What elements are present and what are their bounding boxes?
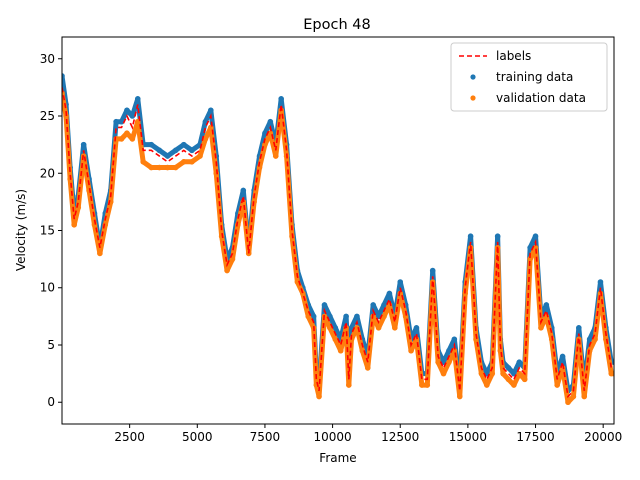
y-tick-label: 10 — [40, 281, 55, 295]
data-point-trace — [603, 336, 614, 377]
series-labels — [62, 87, 614, 399]
series-layer — [62, 73, 614, 406]
y-tick-label: 15 — [40, 224, 55, 238]
legend-box — [450, 42, 608, 112]
data-point-trace — [81, 153, 92, 193]
x-axis-label: Frame — [319, 451, 356, 465]
x-tick-label: 20000 — [584, 430, 622, 444]
data-point — [611, 370, 614, 377]
legend-training-text: training data — [496, 70, 573, 84]
legend-labels-text: labels — [496, 49, 531, 63]
data-point-trace — [560, 365, 571, 405]
legend-training-swatch — [470, 74, 476, 80]
data-point-trace — [251, 165, 263, 205]
data-point-trace — [197, 119, 208, 148]
legend-validation-swatch — [470, 95, 476, 101]
series-line — [62, 87, 614, 399]
data-point-trace — [208, 124, 219, 176]
data-point-trace — [97, 222, 108, 256]
data-point-trace — [473, 336, 484, 377]
data-point-trace — [543, 313, 555, 342]
legend-validation-text: validation data — [496, 91, 586, 105]
data-point-trace — [135, 119, 146, 165]
x-tick-label: 15000 — [449, 430, 487, 444]
data-point-trace — [468, 245, 479, 342]
data-point-trace — [257, 142, 268, 171]
data-point-trace — [102, 199, 114, 228]
data-point-trace — [354, 325, 365, 354]
y-tick-label: 30 — [40, 52, 55, 66]
legend: labels training data validation data — [450, 42, 608, 112]
y-axis: 0 5 10 15 20 25 30 — [40, 52, 62, 409]
x-tick-label: 17500 — [516, 430, 554, 444]
data-point-trace — [219, 233, 230, 274]
data-point-trace — [86, 187, 97, 228]
x-tick-label: 2500 — [114, 430, 145, 444]
chart-title: Epoch 48 — [303, 17, 370, 33]
x-tick-label: 5000 — [182, 430, 213, 444]
data-point-trace — [71, 205, 81, 228]
data-point-trace — [403, 313, 414, 354]
y-tick-label: 0 — [47, 395, 55, 409]
x-tick-label: 12500 — [381, 430, 419, 444]
data-point-trace — [197, 136, 208, 159]
y-axis-label: Velocity (m/s) — [14, 189, 28, 271]
x-tick-label: 10000 — [313, 430, 351, 444]
data-point-trace — [397, 290, 409, 319]
x-axis: 2500 5000 7500 10000 12500 15000 17500 20000 — [114, 424, 622, 444]
y-tick-label: 25 — [40, 109, 55, 123]
data-point-trace — [229, 222, 241, 262]
y-tick-label: 5 — [47, 338, 55, 352]
x-tick-label: 7500 — [250, 430, 281, 444]
y-tick-label: 20 — [40, 166, 55, 180]
